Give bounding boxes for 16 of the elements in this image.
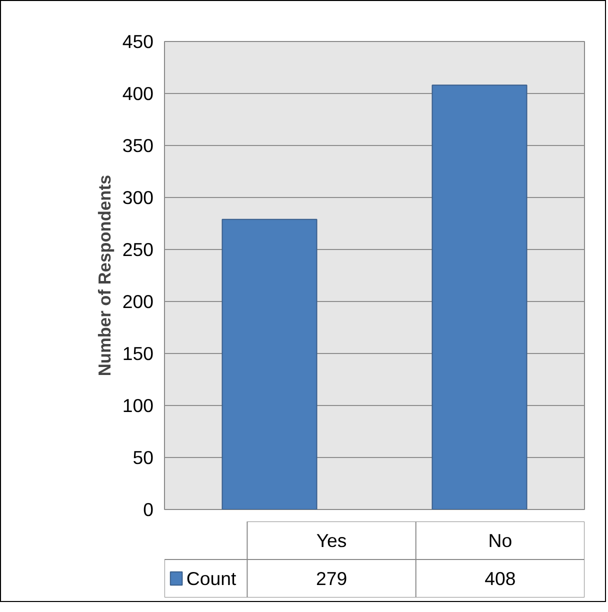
y-tick-label: 250 [122, 239, 154, 260]
y-axis-title: Number of Respondents [94, 174, 114, 376]
y-tick-label: 300 [122, 187, 154, 208]
y-tick-label: 0 [143, 499, 154, 520]
y-tick-label: 400 [122, 83, 154, 104]
data-label: 408 [484, 568, 516, 589]
y-tick-label: 200 [122, 291, 154, 312]
legend-label: Count [186, 568, 238, 589]
x-tick-label: Yes [316, 530, 347, 551]
y-tick-label: 50 [132, 447, 154, 468]
y-tick-label: 150 [122, 343, 154, 364]
y-tick-label: 350 [122, 135, 154, 156]
y-tick-label: 450 [122, 31, 154, 52]
x-tick-label: No [488, 530, 512, 551]
data-label: 279 [316, 568, 348, 589]
y-tick-label: 100 [122, 395, 154, 416]
